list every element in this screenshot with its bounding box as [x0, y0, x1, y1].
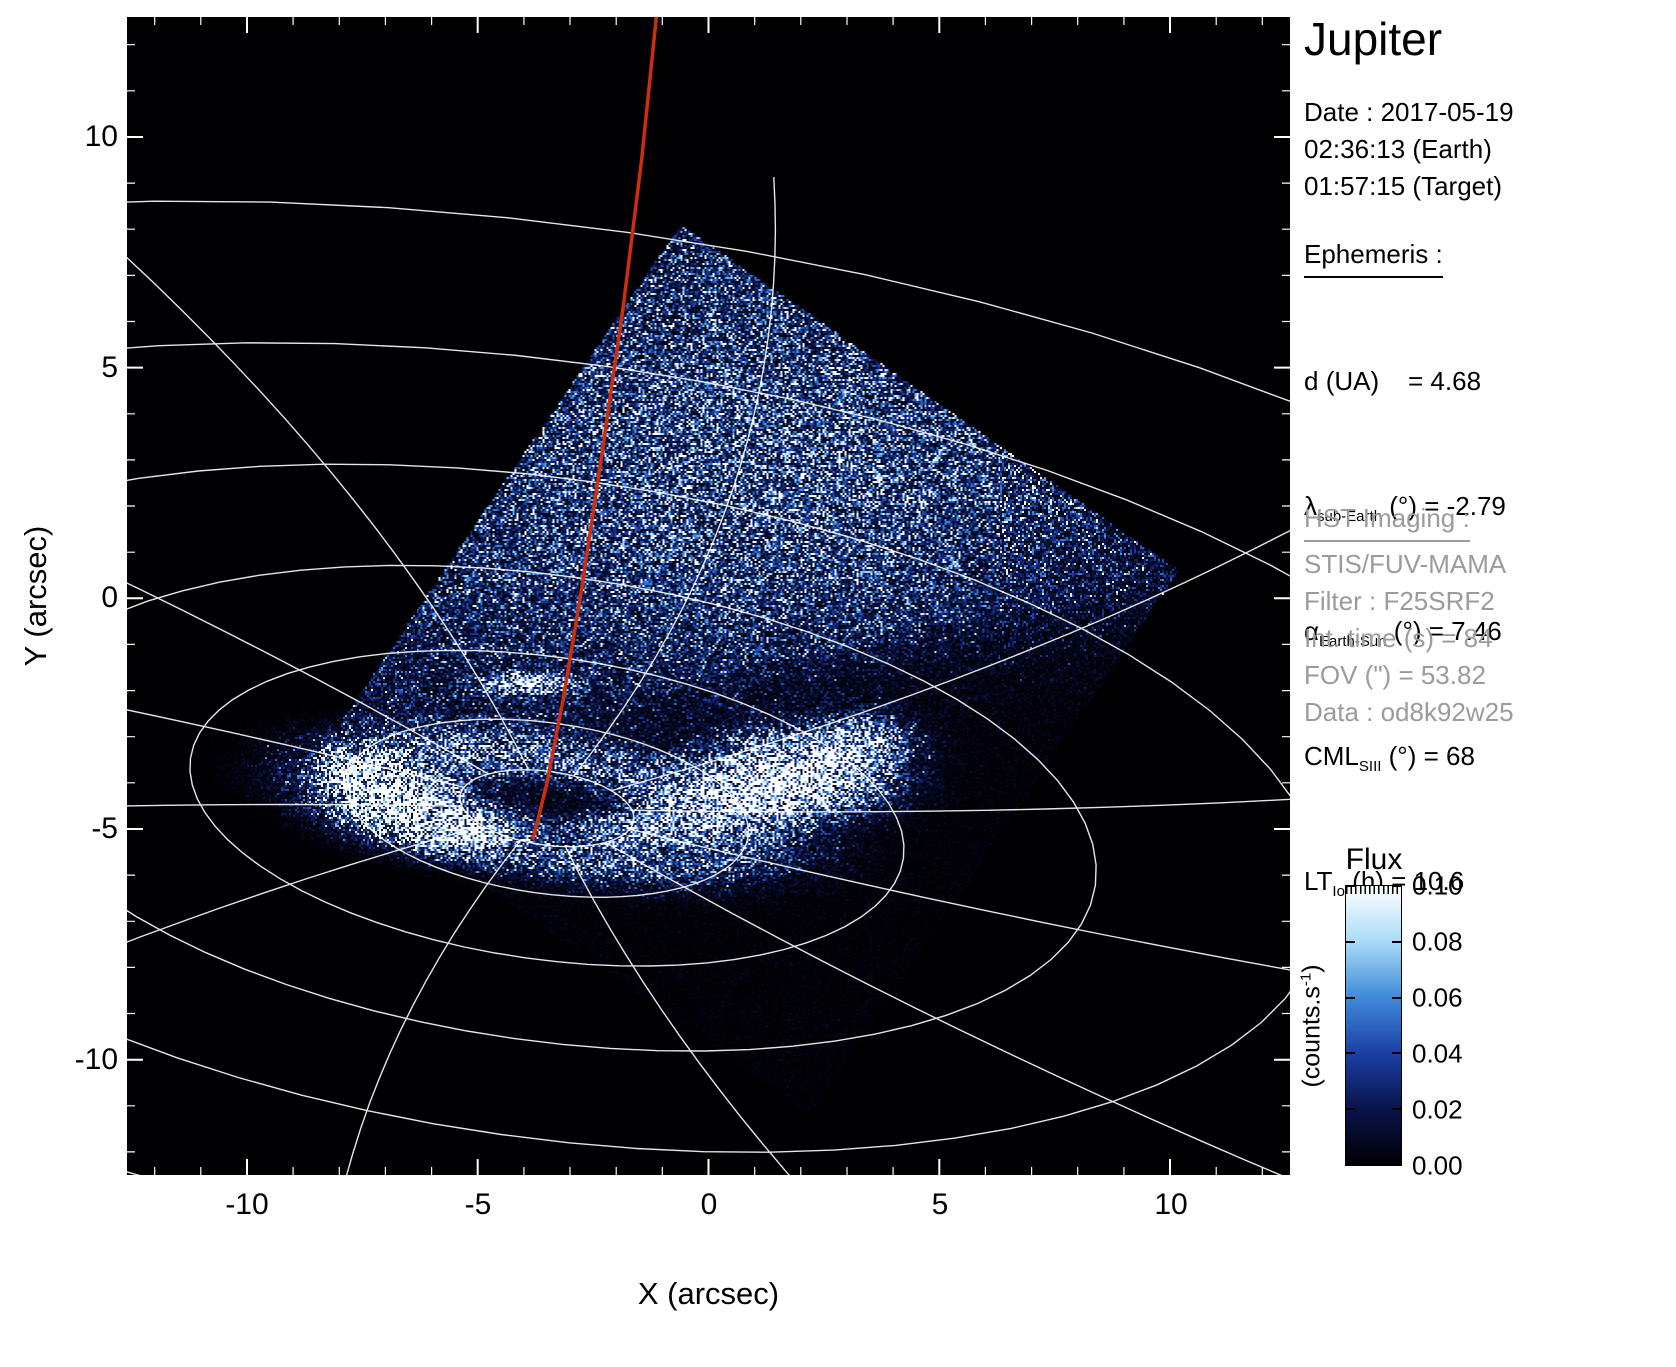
cml-track [533, 17, 657, 838]
x-tick-label: 10 [1154, 1188, 1187, 1222]
plot-area [127, 17, 1290, 1175]
ephemeris-value: (UA) = 4.68 [1318, 366, 1481, 396]
unit-sup: -1 [1297, 973, 1314, 986]
x-axis-label: X (arcsec) [127, 1276, 1290, 1312]
colorbar-tick [1346, 1164, 1355, 1166]
ephemeris-row: d (UA) = 4.68 [1304, 362, 1506, 411]
ephemeris-header-text: Ephemeris : [1304, 236, 1443, 278]
graticule-lines [127, 125, 1290, 1176]
ephemeris-symbol: d [1304, 366, 1318, 396]
colorbar-tick [1346, 1052, 1355, 1054]
hst-header-text: HST Imaging : [1304, 500, 1470, 542]
x-tick-label: 5 [932, 1188, 949, 1222]
ephemeris-value: (°) = 68 [1381, 741, 1475, 771]
axis-minor-ticks [127, 17, 1290, 1175]
colorbar-tick [1346, 941, 1355, 943]
unit-post: ) [1298, 964, 1326, 972]
x-tick-label: 0 [701, 1188, 718, 1222]
hst-jupiter-figure: -10 -5 0 5 10 10 5 0 -5 -10 X (arcsec) Y… [0, 0, 1676, 1367]
y-tick-label: 5 [30, 351, 118, 385]
hst-line: Data : od8k92w25 [1304, 694, 1514, 731]
colorbar-tick [1392, 885, 1401, 887]
plot-overlay [127, 17, 1290, 1175]
ephemeris-row: CMLSIII (°) = 68 [1304, 737, 1506, 786]
colorbar-unit-label: (counts.s-1) [1297, 964, 1326, 1087]
x-tick-label: -5 [465, 1188, 492, 1222]
colorbar-tick-label: 0.06 [1412, 983, 1463, 1014]
x-tick-label: -10 [225, 1188, 268, 1222]
colorbar-tick [1392, 1164, 1401, 1166]
colorbar-tick [1392, 1108, 1401, 1110]
y-tick-label: 10 [30, 120, 118, 154]
y-tick-label: -10 [30, 1043, 118, 1077]
ephemeris-subscript: Io [1332, 883, 1345, 900]
date-line: Date : 2017-05-19 [1304, 94, 1514, 131]
colorbar-gradient [1346, 886, 1401, 1165]
target-title: Jupiter [1304, 12, 1442, 66]
colorbar-tick-label: 0.02 [1412, 1095, 1463, 1126]
colorbar [1345, 885, 1402, 1166]
colorbar-tick [1346, 1108, 1355, 1110]
colorbar-tick [1392, 997, 1401, 999]
y-axis-label: Y (arcsec) [18, 526, 54, 667]
hst-header: HST Imaging : [1304, 500, 1470, 542]
colorbar-tick [1346, 997, 1355, 999]
colorbar-tick-label: 0.10 [1412, 871, 1463, 902]
earth-time-line: 02:36:13 (Earth) [1304, 131, 1514, 168]
colorbar-tick [1346, 885, 1355, 887]
target-time-line: 01:57:15 (Target) [1304, 168, 1514, 205]
ephemeris-symbol: CML [1304, 741, 1359, 771]
hst-line: STIS/FUV-MAMA [1304, 546, 1514, 583]
colorbar-tick-label: 0.08 [1412, 927, 1463, 958]
ephemeris-header: Ephemeris : [1304, 236, 1443, 278]
datetime-block: Date : 2017-05-19 02:36:13 (Earth) 01:57… [1304, 94, 1514, 205]
hst-info: STIS/FUV-MAMA Filter : F25SRF2 Int. time… [1304, 546, 1514, 731]
hst-line: FOV (") = 53.82 [1304, 657, 1514, 694]
colorbar-tick [1392, 1052, 1401, 1054]
colorbar-tick-label: 0.00 [1412, 1151, 1463, 1182]
ephemeris-subscript: SIII [1359, 758, 1382, 775]
axis-major-ticks [127, 17, 1290, 1175]
unit-pre: (counts.s [1298, 986, 1326, 1087]
colorbar-tick-label: 0.04 [1412, 1039, 1463, 1070]
colorbar-title: Flux [1336, 843, 1412, 877]
y-tick-label: -5 [30, 812, 118, 846]
hst-line: Filter : F25SRF2 [1304, 583, 1514, 620]
colorbar-ruler-ticks [1346, 886, 1401, 894]
ephemeris-symbol: LT [1304, 866, 1332, 896]
hst-line: Int. time (s) = 84 [1304, 620, 1514, 657]
colorbar-tick [1392, 941, 1401, 943]
